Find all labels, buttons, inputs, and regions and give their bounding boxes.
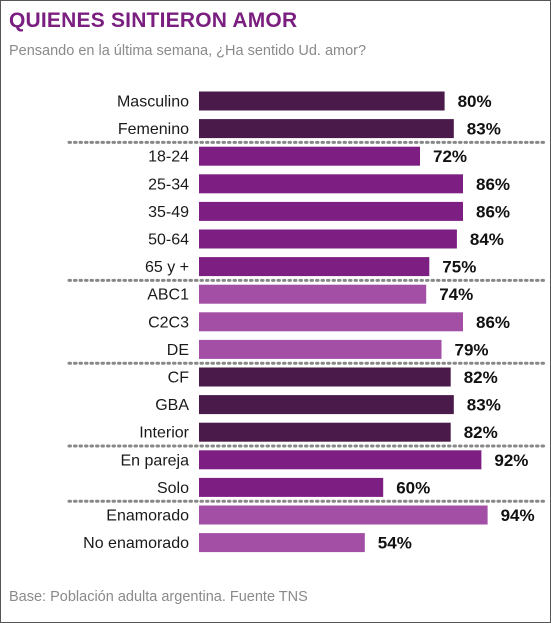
bar-interior xyxy=(199,422,451,442)
category-label: C2C3 xyxy=(148,314,189,331)
category-label: Solo xyxy=(157,480,189,497)
value-label: 82% xyxy=(464,368,498,387)
value-label: 86% xyxy=(476,175,510,194)
category-label: En pareja xyxy=(121,452,190,469)
bar-no-enamorado xyxy=(199,533,365,553)
category-label: No enamorado xyxy=(83,535,189,552)
value-label: 75% xyxy=(442,258,476,277)
bar-65-y xyxy=(199,257,430,277)
value-label: 84% xyxy=(470,230,504,249)
bar-enamorado xyxy=(199,505,488,525)
value-label: 54% xyxy=(378,534,412,553)
value-label: 94% xyxy=(501,506,535,525)
value-label: 83% xyxy=(467,120,501,139)
bar-c2c3 xyxy=(199,312,463,332)
value-label: 86% xyxy=(476,202,510,221)
bar-50-64 xyxy=(199,229,457,249)
category-label: Interior xyxy=(139,425,189,442)
bar-de xyxy=(199,339,442,359)
value-label: 74% xyxy=(439,285,473,304)
value-label: 60% xyxy=(396,478,430,497)
bar-masculino xyxy=(199,91,445,111)
bar-35-49 xyxy=(199,201,463,221)
bar-18-24 xyxy=(199,146,420,166)
category-label: 35-49 xyxy=(148,204,189,221)
value-label: 72% xyxy=(433,147,467,166)
category-label: ABC1 xyxy=(147,287,189,304)
value-label: 79% xyxy=(455,340,489,359)
bar-25-34 xyxy=(199,174,463,194)
chart-footer: Base: Población adulta argentina. Fuente… xyxy=(9,589,308,605)
bar-en-pareja xyxy=(199,450,482,470)
value-label: 86% xyxy=(476,313,510,332)
chart-title: QUIENES SINTIERON AMOR xyxy=(9,9,298,32)
category-label: Enamorado xyxy=(106,508,189,525)
value-label: 83% xyxy=(467,396,501,415)
value-label: 92% xyxy=(494,451,528,470)
category-label: CF xyxy=(168,370,190,387)
bar-abc1 xyxy=(199,284,427,304)
category-label: 25-34 xyxy=(148,176,189,193)
category-label: 50-64 xyxy=(148,232,189,249)
bar-femenino xyxy=(199,119,454,139)
value-label: 80% xyxy=(458,92,492,111)
category-label: 18-24 xyxy=(148,149,189,166)
category-label: Femenino xyxy=(118,121,189,138)
category-label: 65 y + xyxy=(145,259,189,276)
category-label: DE xyxy=(167,342,189,359)
chart-subtitle: Pensando en la última semana, ¿Ha sentid… xyxy=(9,43,367,59)
bar-cf xyxy=(199,367,451,387)
bar-solo xyxy=(199,477,384,497)
category-label: Masculino xyxy=(117,94,189,111)
category-label: GBA xyxy=(155,397,189,414)
value-label: 82% xyxy=(464,423,498,442)
bar-gba xyxy=(199,395,454,415)
